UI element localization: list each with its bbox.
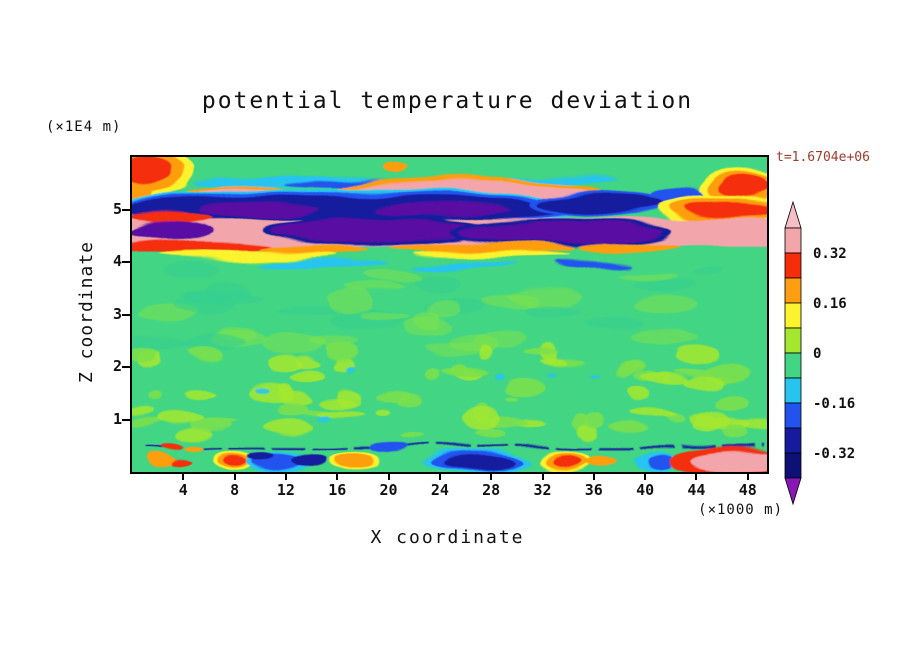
z-tick-label: 4 [112, 252, 122, 270]
colorbar-band [784, 402, 802, 429]
field-speckle-texture [132, 260, 767, 442]
x-tick-mark [387, 474, 390, 480]
colorbar-wrap: 0.32 0.16 0 -0.16 -0.32 [783, 198, 898, 520]
contour-feature [574, 243, 678, 252]
x-axis-unit-label: (×1000 m) [698, 502, 783, 518]
colorbar-band [784, 227, 802, 254]
contour-feature [246, 452, 272, 461]
x-tick-mark [746, 474, 749, 480]
colorbar-band [784, 277, 802, 304]
contour-feature [260, 258, 389, 266]
x-tick-label: 4 [178, 481, 188, 499]
contour-feature [201, 202, 320, 217]
contour-feature [686, 201, 767, 218]
colorbar: 0.32 0.16 0 -0.16 -0.32 [784, 200, 855, 506]
x-tick-label: 8 [230, 481, 240, 499]
contour-feature [132, 241, 268, 254]
z-tick-label: 5 [112, 199, 122, 218]
colorbar-band [784, 252, 802, 279]
x-tick-mark [336, 474, 339, 480]
colorbar-band [784, 427, 802, 454]
contour-feature [461, 223, 662, 244]
z-tick-mark [122, 261, 130, 263]
z-tick-mark [122, 208, 130, 211]
x-tick-label: 36 [584, 481, 603, 499]
contour-feature [132, 220, 213, 241]
contour-feature [691, 452, 767, 471]
x-tick-mark [541, 474, 544, 480]
x-axis-title: X coordinate [370, 527, 525, 548]
contour-feature [132, 157, 171, 186]
z-tick-mark [122, 366, 130, 368]
x-tick-label: 20 [379, 481, 398, 499]
contour-feature [221, 455, 246, 468]
colorbar-label: 0.16 [813, 296, 847, 312]
time-annotation: t=1.6704e+06 [776, 150, 870, 165]
colorbar-label: -0.16 [813, 396, 855, 412]
x-tick-mark [592, 474, 595, 480]
x-tick-mark [644, 474, 647, 480]
x-tick-mark [438, 474, 441, 480]
contour-feature [414, 262, 517, 269]
colorbar-band [784, 352, 802, 379]
contour-feature [166, 457, 188, 468]
x-tick-label: 44 [687, 481, 706, 499]
colorbar-label: -0.32 [813, 446, 855, 462]
colorbar-band [784, 452, 802, 479]
contour-feature [414, 251, 569, 258]
colorbar-band [784, 302, 802, 329]
contour-feature [373, 203, 507, 217]
z-tick-mark [122, 313, 130, 316]
contour-feature [386, 243, 571, 254]
z-tick-label: 3 [112, 304, 122, 323]
chart-title: potential temperature deviation [201, 88, 694, 114]
field-contour-features [132, 157, 767, 472]
z-tick-label: 2 [112, 357, 122, 375]
colorbar-arrow-top [784, 200, 802, 229]
z-axis-unit-label: (×1E4 m) [46, 119, 122, 135]
contour-feature [334, 453, 374, 470]
z-tick-label: 1 [112, 409, 122, 428]
contour-feature [270, 219, 481, 242]
x-tick-label: 16 [328, 481, 347, 499]
x-tick-mark [695, 474, 698, 480]
contour-feature [646, 454, 675, 469]
contour-feature [536, 194, 665, 214]
x-tick-label: 24 [430, 481, 449, 499]
x-tick-mark [490, 474, 493, 480]
contour-feature [184, 444, 203, 451]
contour-feature [383, 161, 407, 172]
x-tick-label: 32 [533, 481, 552, 499]
contour-feature [720, 176, 767, 196]
contour-feature [162, 442, 184, 450]
contour-feature [441, 455, 516, 472]
colorbar-band [784, 327, 802, 354]
x-tick-mark [284, 474, 287, 480]
contour-feature [550, 454, 581, 469]
temperature-field-plot [132, 157, 767, 472]
x-tick-mark [182, 474, 185, 480]
contour-feature [291, 453, 327, 468]
colorbar-arrow-bottom [784, 477, 802, 506]
z-tick-mark [122, 418, 130, 421]
x-tick-label: 48 [738, 481, 757, 499]
x-tick-label: 40 [636, 481, 655, 499]
x-tick-label: 28 [482, 481, 501, 499]
contour-feature [147, 453, 174, 466]
contour-feature [369, 442, 408, 453]
colorbar-label: 0.32 [813, 246, 847, 262]
contour-feature [157, 250, 338, 259]
x-tick-mark [233, 474, 236, 480]
contour-feature [584, 455, 619, 470]
colorbar-band [784, 377, 802, 404]
colorbar-label: 0 [813, 346, 821, 362]
x-tick-label: 12 [276, 481, 295, 499]
contour-feature [555, 260, 633, 266]
contour-feature [132, 211, 212, 223]
plot-area [130, 155, 769, 474]
